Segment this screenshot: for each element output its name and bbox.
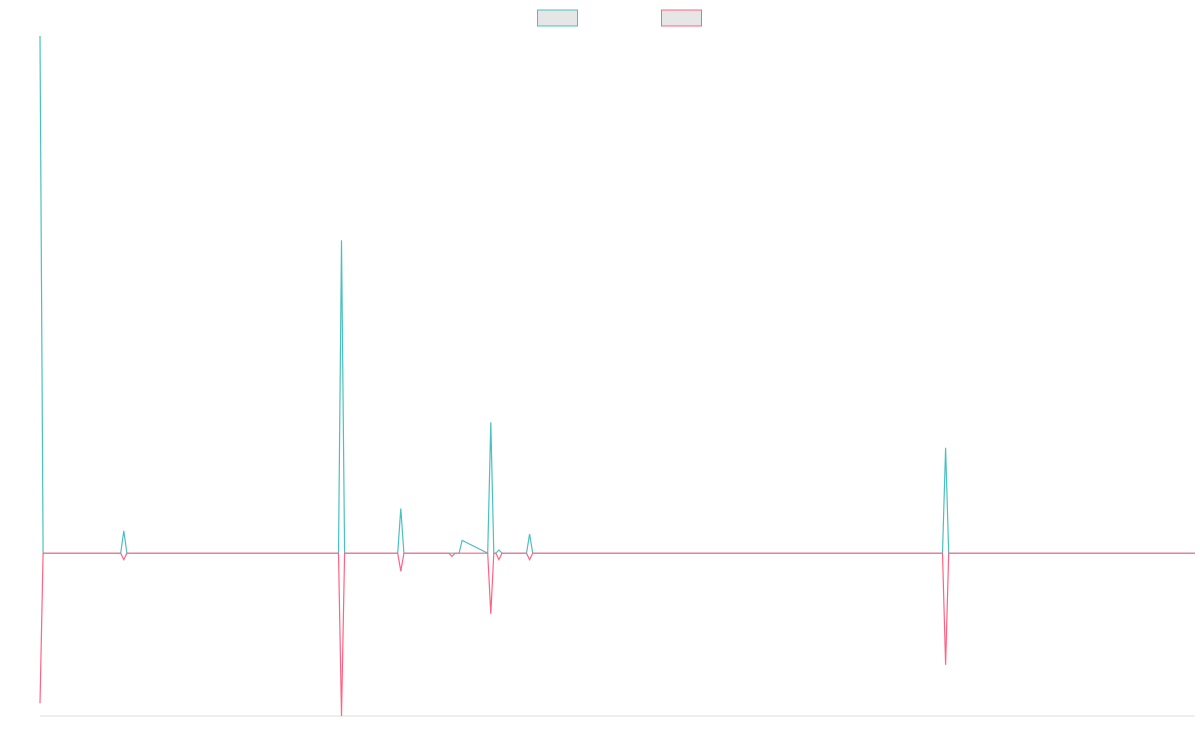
- legend-swatch-series-1[interactable]: [537, 9, 578, 27]
- series-layer: [39, 35, 1195, 717]
- chart-legend[interactable]: [537, 9, 702, 27]
- series-1-line: [39, 35, 1195, 555]
- legend-swatch-series-2[interactable]: [661, 9, 702, 27]
- series-2-line: [39, 552, 1195, 717]
